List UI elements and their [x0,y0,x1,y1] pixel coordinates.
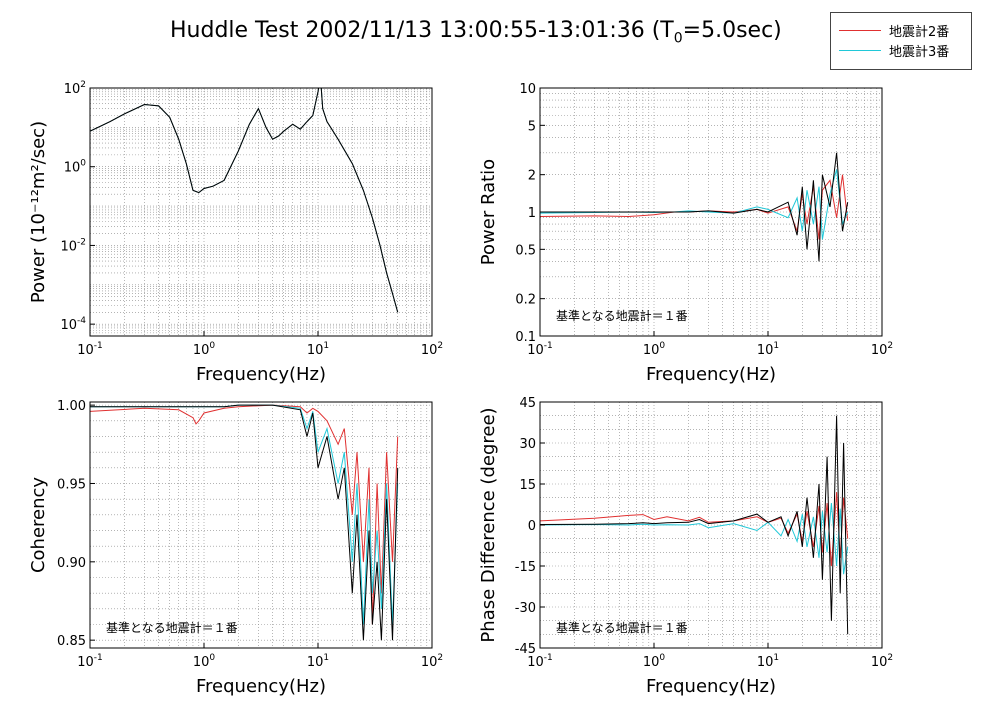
x-axis-label: Frequency(Hz) [196,676,326,697]
x-tick-label: 101 [757,653,779,670]
y-tick-label: -15 [515,560,536,575]
x-tick-label: 102 [871,341,893,358]
y-tick-label: 45 [519,396,536,411]
plot-frame [89,401,433,649]
y-tick-label: 15 [519,478,536,493]
x-tick-label: 100 [643,341,666,358]
x-axis-label: Frequency(Hz) [646,676,776,697]
legend-item-2: 地震計3番 [839,41,950,60]
plot-ratio: 10-1 100 101 102 0.1 0.2 0.5 1 2 5 10 Frequency(Hz)… [478,82,893,385]
y-axis-label: Coherency [28,477,49,573]
y-tick-label: 0.85 [57,634,86,649]
x-tick-label: 10-1 [77,653,103,670]
x-tick-label: 101 [307,653,329,670]
reference-annotation: 基準となる地震計＝１番 [556,620,688,635]
plot-coherency: 10-1 100 101 102 0.85 0.90 0.95 1.00 Frequency(H… [28,399,443,697]
y-tick-label: 10-2 [60,237,86,254]
series-line-1 [90,404,399,625]
legend-item-1: 地震計2番 [839,21,950,40]
y-tick-label: 0.95 [57,477,86,492]
x-axis-label: Frequency(Hz) [646,364,776,385]
x-tick-label: 102 [421,653,443,670]
y-tick-label: 10-4 [60,316,86,333]
x-tick-label: 101 [757,341,779,358]
y-tick-label: 10 [519,82,536,97]
y-axis-label: Phase Difference (degree) [478,407,499,642]
y-tick-label: 2 [528,169,536,184]
series-line-3 [540,415,849,635]
x-tick-label: 10-1 [527,341,553,358]
plot-power: 10-1 100 101 102 10-4 10-2 100 102 Frequency(Hz)… [28,80,443,385]
series-line-1 [540,492,849,567]
y-tick-label: 0.90 [57,556,86,571]
x-tick-label: 102 [421,341,443,358]
y-axis-label: Power Ratio [478,159,499,265]
plot-frame [89,87,433,337]
series-line-3 [90,404,399,641]
y-tick-label: -45 [515,642,536,657]
legend-swatch-1 [839,29,881,31]
legend-label-2: 地震計3番 [889,44,950,60]
reference-annotation: 基準となる地震計＝１番 [106,620,238,635]
legend: 地震計2番 地震計3番 [830,12,972,70]
y-tick-label: 102 [64,80,86,97]
x-axis-label: Frequency(Hz) [196,364,326,385]
y-tick-label: 1 [528,206,536,221]
x-tick-label: 101 [307,341,329,358]
chart-title: Huddle Test 2002/11/13 13:00:55-13:01:36… [170,18,782,47]
y-tick-label: 30 [519,437,536,452]
x-tick-label: 10-1 [527,653,553,670]
y-tick-label: 1.00 [57,399,86,414]
reference-annotation: 基準となる地震計＝１番 [556,308,688,323]
y-tick-label: 0.1 [515,330,536,345]
series-line-3 [90,88,399,313]
plot-phase: 10-1 100 101 102 -45 -30 -15 0 15 30 45 Frequency(H… [478,396,893,697]
series-line-1 [540,174,849,240]
x-tick-label: 100 [193,341,216,358]
x-tick-label: 100 [193,653,216,670]
series-line-3 [540,152,849,262]
y-axis-label: Power (10⁻¹²m²/sec) [28,121,49,303]
y-tick-label: 5 [528,119,536,134]
x-tick-label: 10-1 [77,341,103,358]
legend-label-1: 地震計2番 [889,24,950,40]
y-tick-label: 0 [528,519,536,534]
y-tick-label: 0.5 [515,243,536,258]
x-tick-label: 100 [643,653,666,670]
x-tick-label: 102 [871,653,893,670]
y-tick-label: -30 [515,601,536,616]
series-line-2 [540,169,849,240]
y-tick-label: 0.2 [515,293,536,308]
legend-swatch-2 [839,49,881,51]
y-tick-label: 100 [64,159,87,176]
